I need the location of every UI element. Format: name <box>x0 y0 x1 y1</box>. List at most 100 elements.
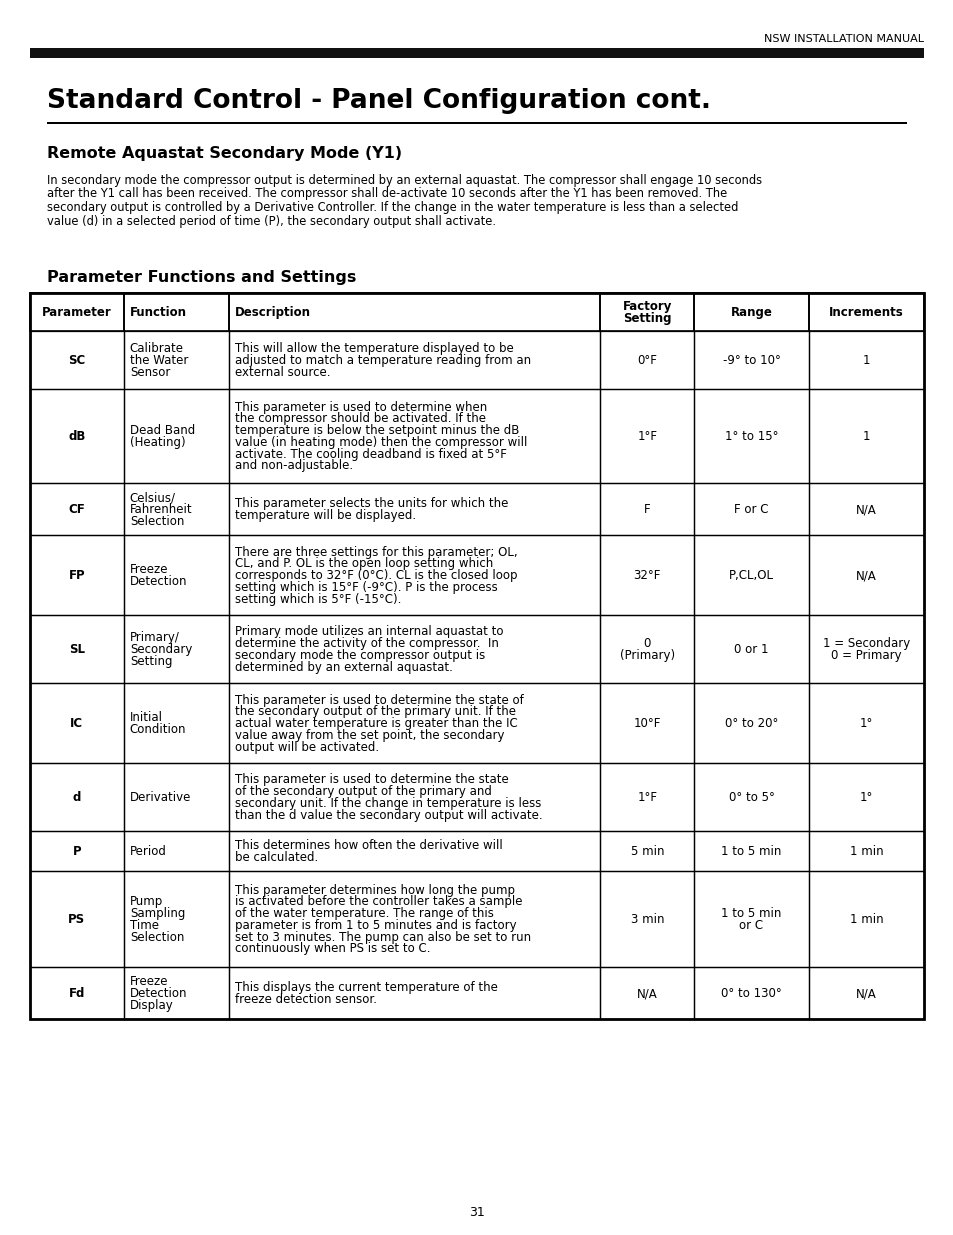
Text: FP: FP <box>69 569 85 582</box>
Bar <box>599 967 694 1019</box>
Text: Celsius/: Celsius/ <box>130 492 175 504</box>
Text: 1°F: 1°F <box>637 430 657 443</box>
Text: SC: SC <box>69 354 86 367</box>
Bar <box>229 389 599 483</box>
Text: parameter is from 1 to 5 minutes and is factory: parameter is from 1 to 5 minutes and is … <box>235 919 517 932</box>
Text: Sensor: Sensor <box>130 366 170 379</box>
Text: 3 min: 3 min <box>630 913 663 926</box>
Text: F: F <box>643 503 650 516</box>
Text: Standard Control - Panel Configuration cont.: Standard Control - Panel Configuration c… <box>47 88 710 114</box>
Text: temperature will be displayed.: temperature will be displayed. <box>235 509 416 522</box>
Text: Fd: Fd <box>69 987 85 1000</box>
Text: 1 min: 1 min <box>848 913 882 926</box>
Text: This determines how often the derivative will: This determines how often the derivative… <box>235 840 502 852</box>
Text: 1°: 1° <box>859 718 872 730</box>
Text: There are three settings for this parameter; OL,: There are three settings for this parame… <box>235 546 517 558</box>
Text: P,CL,OL: P,CL,OL <box>728 569 773 582</box>
Bar <box>694 967 808 1019</box>
Bar <box>694 763 808 831</box>
Bar <box>808 831 923 871</box>
Bar <box>124 535 229 615</box>
Text: secondary mode the compressor output is: secondary mode the compressor output is <box>235 648 485 662</box>
Text: This displays the current temperature of the: This displays the current temperature of… <box>235 982 497 994</box>
Bar <box>124 831 229 871</box>
Bar <box>229 831 599 871</box>
Text: 1: 1 <box>862 354 869 367</box>
Text: (Heating): (Heating) <box>130 436 185 450</box>
Text: 1 = Secondary: 1 = Secondary <box>821 637 909 650</box>
Bar <box>124 615 229 683</box>
Text: Time: Time <box>130 919 159 932</box>
Bar <box>30 293 124 331</box>
Text: This parameter is used to determine when: This parameter is used to determine when <box>235 401 487 414</box>
Text: 1 to 5 min: 1 to 5 min <box>720 908 781 920</box>
Bar <box>229 293 599 331</box>
Bar <box>808 483 923 535</box>
Text: Remote Aquastat Secondary Mode (Y1): Remote Aquastat Secondary Mode (Y1) <box>47 146 402 161</box>
Bar <box>599 763 694 831</box>
Text: This will allow the temperature displayed to be: This will allow the temperature displaye… <box>235 342 514 356</box>
Text: Factory: Factory <box>622 300 671 314</box>
Bar <box>30 535 124 615</box>
Text: determine the activity of the compressor.  In: determine the activity of the compressor… <box>235 637 498 650</box>
Bar <box>694 871 808 967</box>
Bar <box>229 483 599 535</box>
Text: of the water temperature. The range of this: of the water temperature. The range of t… <box>235 908 494 920</box>
Bar <box>30 831 124 871</box>
Bar <box>229 871 599 967</box>
Text: 1°: 1° <box>859 792 872 804</box>
Bar <box>30 967 124 1019</box>
Bar <box>30 331 124 389</box>
Bar <box>599 389 694 483</box>
Text: CL, and P. OL is the open loop setting which: CL, and P. OL is the open loop setting w… <box>235 557 493 571</box>
Bar <box>599 615 694 683</box>
Text: 0 or 1: 0 or 1 <box>734 643 768 656</box>
Text: This parameter selects the units for which the: This parameter selects the units for whi… <box>235 498 508 510</box>
Bar <box>30 483 124 535</box>
Text: 0 = Primary: 0 = Primary <box>830 648 901 662</box>
Text: external source.: external source. <box>235 366 331 379</box>
Text: Selection: Selection <box>130 931 184 944</box>
Text: 1° to 15°: 1° to 15° <box>724 430 778 443</box>
Text: F or C: F or C <box>734 503 768 516</box>
Text: secondary output is controlled by a Derivative Controller. If the change in the : secondary output is controlled by a Deri… <box>47 201 738 214</box>
Bar <box>599 331 694 389</box>
Bar <box>808 871 923 967</box>
Text: value (in heating mode) then the compressor will: value (in heating mode) then the compres… <box>235 436 527 450</box>
Text: Fahrenheit: Fahrenheit <box>130 503 193 516</box>
Bar <box>808 763 923 831</box>
Text: N/A: N/A <box>637 987 657 1000</box>
Text: the Water: the Water <box>130 354 188 367</box>
Bar <box>30 389 124 483</box>
Text: This parameter is used to determine the state of: This parameter is used to determine the … <box>235 694 523 706</box>
Text: Setting: Setting <box>622 312 671 325</box>
Bar <box>599 831 694 871</box>
Bar <box>808 293 923 331</box>
Bar <box>124 683 229 763</box>
Text: dB: dB <box>69 430 86 443</box>
Bar <box>694 535 808 615</box>
Text: continuously when PS is set to C.: continuously when PS is set to C. <box>235 942 431 956</box>
Text: d: d <box>72 792 81 804</box>
Text: 10°F: 10°F <box>633 718 660 730</box>
Text: Period: Period <box>130 845 167 858</box>
Bar <box>599 535 694 615</box>
Bar <box>30 48 923 58</box>
Text: 5 min: 5 min <box>630 845 663 858</box>
Bar <box>694 331 808 389</box>
Text: This parameter is used to determine the state: This parameter is used to determine the … <box>235 773 509 787</box>
Text: actual water temperature is greater than the IC: actual water temperature is greater than… <box>235 718 517 730</box>
Text: the secondary output of the primary unit. If the: the secondary output of the primary unit… <box>235 705 516 719</box>
Text: 1 to 5 min: 1 to 5 min <box>720 845 781 858</box>
Text: Pump: Pump <box>130 895 163 909</box>
Bar <box>229 615 599 683</box>
Bar <box>808 967 923 1019</box>
Text: output will be activated.: output will be activated. <box>235 741 379 753</box>
Text: Calibrate: Calibrate <box>130 342 184 356</box>
Text: 32°F: 32°F <box>633 569 660 582</box>
Text: Setting: Setting <box>130 655 172 668</box>
Bar <box>30 871 124 967</box>
Text: Primary/: Primary/ <box>130 631 179 645</box>
Text: or C: or C <box>739 919 762 932</box>
Text: setting which is 15°F (-9°C). P is the process: setting which is 15°F (-9°C). P is the p… <box>235 580 497 594</box>
